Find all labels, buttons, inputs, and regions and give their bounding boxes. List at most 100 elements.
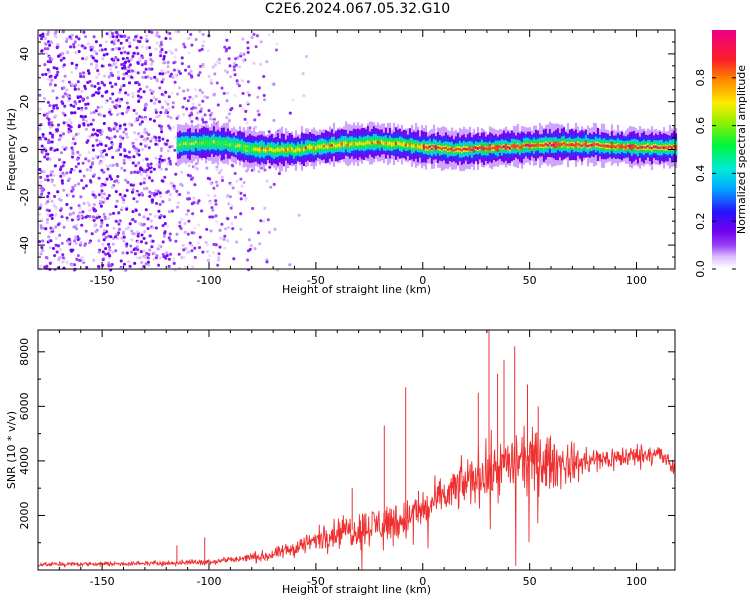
noise-dot [77, 87, 81, 91]
noise-dot [110, 85, 114, 89]
noise-dot [168, 193, 172, 196]
signal-cell [396, 141, 400, 145]
signal-cell [274, 149, 278, 152]
noise-dot [133, 170, 137, 174]
noise-dot [145, 34, 149, 38]
noise-dot [106, 196, 110, 200]
signal-cell [606, 144, 610, 148]
noise-dot [133, 146, 136, 150]
signal-cell [464, 147, 468, 151]
noise-dot [73, 40, 77, 44]
noise-dot [302, 94, 306, 98]
noise-dot [84, 215, 88, 219]
noise-dot [132, 51, 136, 55]
noise-dot [213, 194, 217, 198]
signal-cell [536, 143, 540, 146]
noise-dot [43, 178, 47, 182]
noise-dot [128, 63, 132, 67]
noise-dot [85, 168, 89, 172]
noise-dot [39, 34, 42, 37]
noise-dot [133, 252, 137, 256]
snr-xtick-label: -50 [307, 575, 325, 588]
noise-dot [214, 202, 218, 206]
noise-dot [215, 165, 219, 169]
noise-dot [95, 52, 99, 56]
noise-dot [208, 113, 212, 117]
noise-dot [53, 164, 57, 168]
noise-dot [199, 64, 203, 68]
colorbar-swatch [712, 161, 736, 165]
noise-dot [40, 249, 44, 253]
noise-dot [212, 251, 216, 255]
noise-dot [215, 220, 219, 224]
noise-dot [153, 193, 156, 197]
noise-dot [111, 32, 114, 36]
noise-dot [259, 40, 263, 44]
noise-dot [65, 216, 69, 220]
noise-dot [230, 222, 234, 226]
noise-dot [85, 266, 89, 269]
noise-dot [184, 68, 187, 72]
noise-dot [127, 69, 131, 73]
signal-cell [604, 144, 608, 148]
noise-dot [98, 139, 102, 143]
noise-dot [155, 192, 159, 196]
noise-dot [107, 63, 111, 67]
noise-dot [111, 155, 115, 159]
colorbar-swatch [712, 123, 736, 127]
noise-dot [173, 55, 177, 59]
noise-dot [154, 156, 158, 160]
noise-dot [297, 213, 301, 217]
signal-cell [410, 144, 414, 148]
noise-dot [137, 161, 141, 165]
noise-dot [128, 222, 132, 226]
noise-dot [125, 188, 129, 192]
signal-cell [436, 146, 440, 149]
noise-dot [61, 52, 65, 56]
noise-dot [219, 236, 223, 240]
noise-dot [38, 206, 42, 210]
noise-dot [89, 111, 93, 115]
noise-dot [160, 92, 164, 96]
noise-dot [149, 53, 152, 57]
noise-dot [158, 216, 162, 220]
noise-dot [225, 38, 229, 42]
signal-cell [334, 144, 338, 148]
noise-dot [177, 252, 181, 256]
colorbar-swatch [712, 30, 736, 33]
noise-dot [202, 120, 206, 124]
noise-dot [96, 133, 99, 137]
colorbar-swatch [712, 31, 736, 35]
noise-dot [106, 167, 110, 171]
snr-xtick-label: 100 [626, 575, 647, 588]
noise-dot [146, 137, 150, 141]
signal-cell [556, 143, 560, 146]
noise-dot [186, 232, 190, 236]
colorbar-swatch [712, 119, 736, 123]
spectrogram-xtick-label: 50 [523, 274, 537, 287]
signal-cell [502, 145, 506, 149]
noise-dot [116, 164, 119, 168]
noise-dot [157, 35, 161, 39]
noise-dot [148, 88, 152, 92]
noise-dot [46, 47, 50, 51]
signal-cell [490, 147, 494, 150]
signal-cell [646, 145, 650, 148]
noise-dot [69, 121, 73, 125]
noise-dot [170, 209, 174, 213]
colorbar-swatch [712, 93, 736, 97]
noise-dot [48, 131, 52, 135]
noise-dot [168, 37, 172, 41]
noise-dot [94, 230, 98, 234]
noise-dot [105, 52, 109, 56]
noise-dot [127, 36, 131, 40]
noise-dot [108, 164, 112, 168]
noise-dot [154, 138, 158, 142]
noise-dot [136, 230, 140, 234]
colorbar-swatch [712, 109, 736, 113]
spectrogram-marks [38, 30, 678, 272]
noise-dot [54, 236, 58, 240]
noise-dot [107, 263, 111, 267]
noise-dot [61, 79, 65, 83]
figure-title: C2E6.2024.067.05.32.G10 [264, 1, 451, 17]
